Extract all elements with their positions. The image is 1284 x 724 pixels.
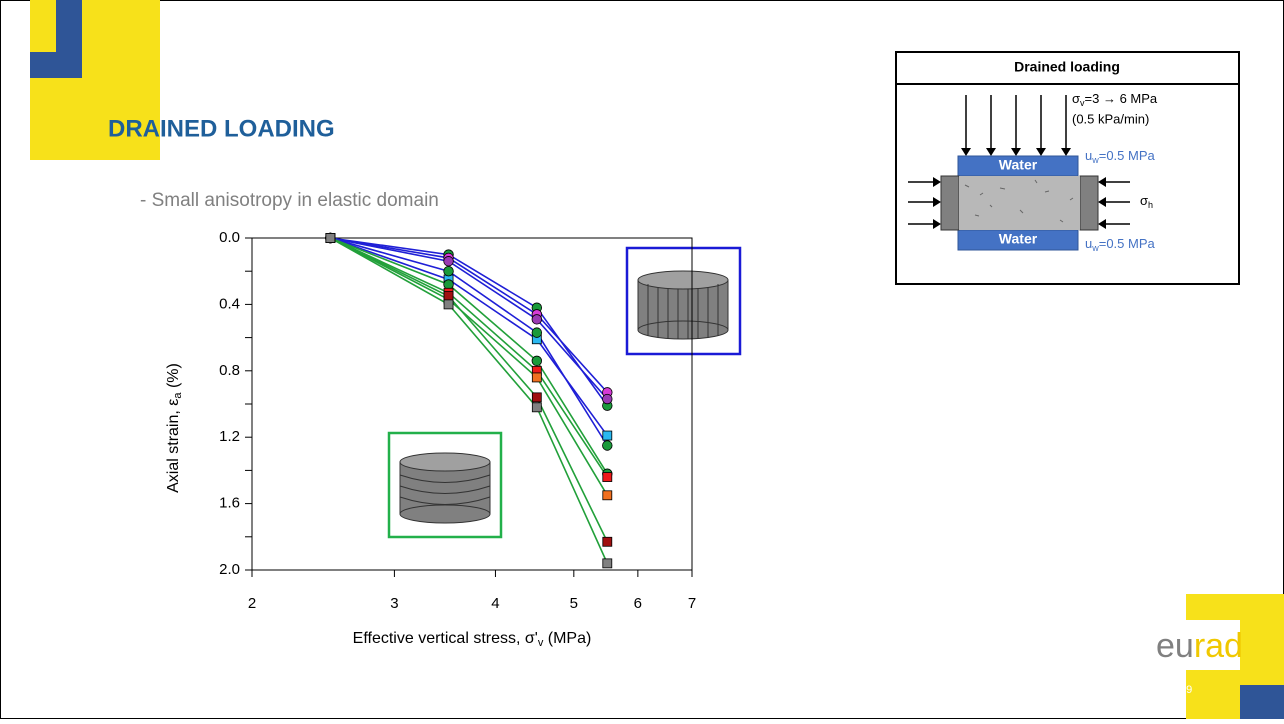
marker [531, 314, 543, 325]
series-line [330, 237, 609, 543]
marker [531, 327, 543, 338]
marker [602, 393, 613, 405]
y-tick-label: 0.8 [219, 362, 240, 379]
x-tick-label: 6 [634, 595, 642, 612]
page-number: 49 [1180, 684, 1192, 696]
rate-label: (0.5 kPa/min) [1072, 111, 1149, 126]
slide-title: DRAINED LOADING [108, 115, 335, 142]
diagram-title: Drained loading [1014, 59, 1120, 75]
water-label: Water [999, 231, 1038, 247]
series-line [330, 237, 608, 446]
marker [443, 279, 454, 290]
stress-v-label: σv=3 → 6 MPa [1072, 91, 1158, 108]
marker [443, 256, 454, 267]
y-tick-label: 0.4 [219, 295, 240, 312]
x-axis-label: Effective vertical stress, σ'v (MPa) [353, 630, 592, 649]
water-label: Water [999, 157, 1038, 173]
stress-h-label: σh [1140, 193, 1153, 210]
marker [531, 392, 542, 403]
x-tick-label: 7 [688, 595, 696, 612]
y-tick-label: 0.0 [219, 229, 240, 246]
marker [602, 440, 613, 451]
y-tick-label: 2.0 [219, 561, 240, 578]
logo-bg [1150, 620, 1240, 670]
x-tick-label: 5 [570, 595, 578, 612]
x-tick-label: 3 [390, 595, 398, 612]
marker [602, 472, 613, 482]
series-line [330, 237, 608, 475]
deco-blue [1240, 685, 1284, 719]
marker [531, 372, 542, 383]
marker [602, 536, 613, 547]
y-axis-label: Axial strain, εa (%) [165, 363, 184, 493]
series-line [330, 237, 608, 400]
pore-pressure-label: uw=0.5 MPa [1085, 148, 1156, 165]
marker [602, 558, 613, 569]
marker [325, 233, 336, 243]
logo: eurad [1156, 627, 1243, 665]
marker [443, 291, 454, 302]
marker [602, 490, 613, 501]
disk-stack-icon [399, 452, 491, 524]
marker [531, 355, 543, 367]
series-line [330, 237, 608, 437]
series-line [330, 237, 608, 478]
marker [443, 299, 454, 310]
bullet: - Small anisotropy in elastic domain [140, 190, 439, 211]
series-line [330, 237, 608, 496]
deco-yellow [30, 0, 160, 160]
x-tick-label: 4 [491, 595, 499, 612]
marker [531, 402, 542, 413]
deco-blue [56, 0, 82, 78]
inset-vertical [625, 246, 742, 356]
series-line [329, 237, 609, 564]
series-line [330, 237, 608, 407]
cylinder-icon [637, 270, 729, 340]
y-tick-label: 1.2 [219, 428, 240, 445]
marker [602, 430, 613, 441]
pore-pressure-label: uw=0.5 MPa [1085, 236, 1156, 253]
setup-diagram: Drained loading Water Water σv=3 → 6 MPa… [895, 51, 1240, 285]
series-line [330, 237, 608, 393]
y-tick-label: 1.6 [219, 495, 240, 512]
inset-horizontal [387, 431, 503, 539]
marker [443, 266, 454, 277]
x-tick-label: 2 [248, 595, 256, 612]
